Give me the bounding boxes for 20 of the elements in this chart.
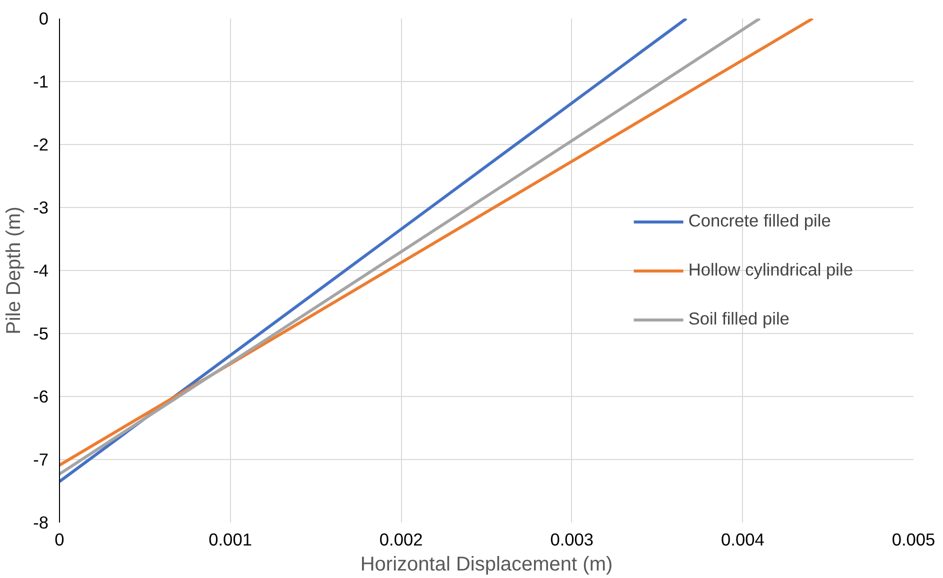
- y-tick-label: -4: [33, 260, 49, 280]
- y-tick-label: -1: [33, 72, 49, 92]
- y-tick-label: -3: [33, 198, 49, 218]
- legend-label: Soil filled pile: [688, 308, 790, 330]
- x-axis-title: Horizontal Displacement (m): [360, 554, 613, 576]
- y-axis-title: Pile Depth (m): [3, 206, 26, 334]
- x-tick-label: 0: [54, 530, 64, 550]
- x-tick-label: 0.002: [379, 530, 423, 550]
- x-tick-label: 0.003: [550, 530, 594, 550]
- x-tick-label: 0.005: [892, 530, 936, 550]
- y-tick-label: -6: [33, 386, 49, 406]
- x-tick-label: 0.001: [208, 530, 252, 550]
- legend-label: Concrete filled pile: [688, 210, 831, 232]
- x-tick-label: 0.004: [721, 530, 765, 550]
- legend-label: Hollow cylindrical pile: [688, 260, 853, 280]
- y-tick-label: -5: [33, 324, 49, 344]
- y-tick-label: 0: [38, 8, 49, 28]
- y-tick-label: -8: [33, 512, 49, 532]
- y-tick-label: -2: [33, 134, 49, 154]
- y-tick-label: -7: [33, 450, 49, 470]
